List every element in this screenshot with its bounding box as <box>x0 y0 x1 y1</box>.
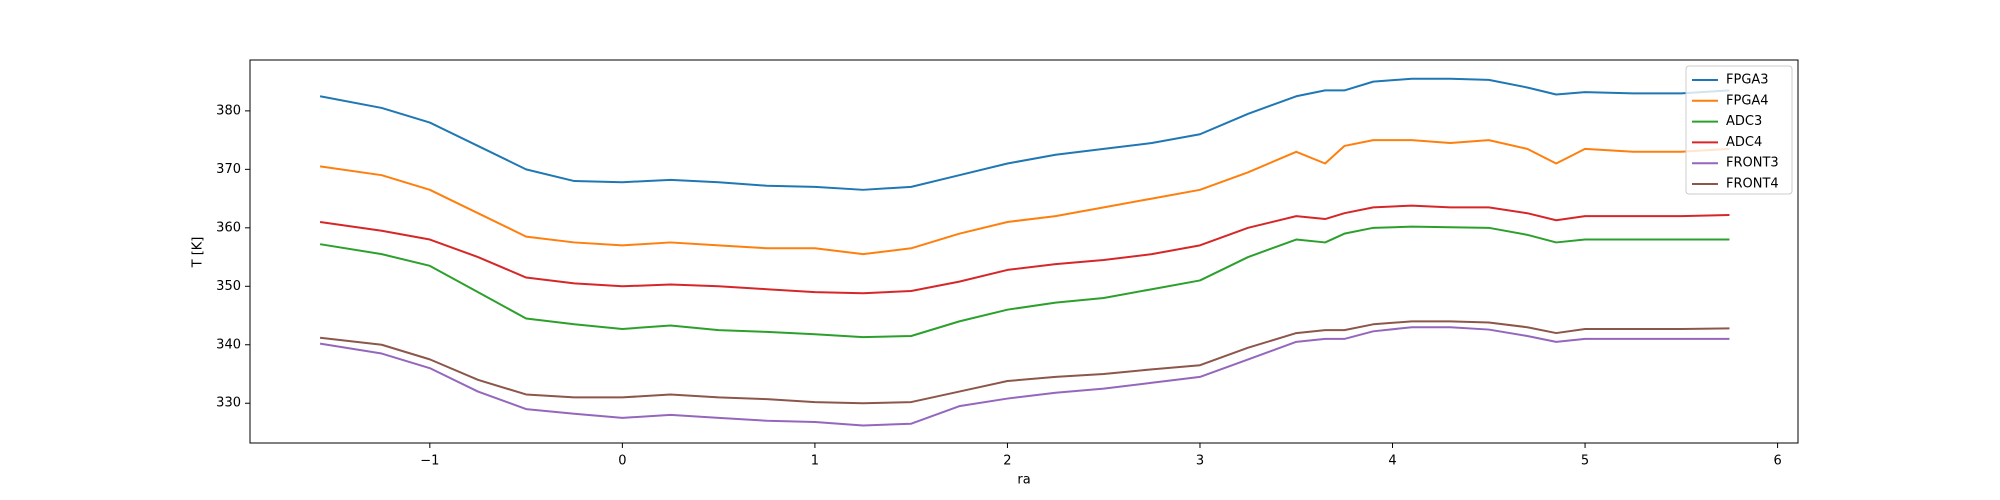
x-tick-label: 6 <box>1773 454 1781 469</box>
y-tick-label: 370 <box>216 162 241 177</box>
series-line <box>319 139 1730 256</box>
legend-label: ADC3 <box>1726 114 1762 129</box>
y-tick-label: 330 <box>216 396 241 411</box>
legend-box <box>1685 65 1793 195</box>
x-tick-label: 1 <box>811 454 819 469</box>
legend-label: FRONT3 <box>1726 156 1779 171</box>
legend-label: FPGA3 <box>1726 73 1769 88</box>
x-tick-label: 0 <box>618 454 626 469</box>
x-tick-label: 5 <box>1581 454 1589 469</box>
x-tick-label: 4 <box>1388 454 1396 469</box>
plot-frame <box>249 59 1799 444</box>
series-line <box>319 225 1730 339</box>
x-axis-label: ra <box>1017 473 1030 488</box>
series-line <box>319 320 1730 405</box>
x-tick-label: 2 <box>1003 454 1011 469</box>
legend-label: FRONT4 <box>1726 177 1779 192</box>
y-tick-label: 360 <box>216 220 241 235</box>
y-tick-label: 350 <box>216 279 241 294</box>
y-tick-label: 380 <box>216 103 241 118</box>
legend-label: FPGA4 <box>1726 93 1769 108</box>
series-line <box>319 204 1730 295</box>
series-line <box>319 77 1730 191</box>
series-line <box>319 326 1730 427</box>
y-axis-label: T [K] <box>191 237 206 269</box>
y-tick-label: 340 <box>216 337 241 352</box>
x-tick-label: −1 <box>420 454 439 469</box>
legend: FPGA3 FPGA4 ADC3 ADC4 FRONT3 FRONT4 <box>1685 65 1793 195</box>
x-tick-label: 3 <box>1196 454 1204 469</box>
legend-label: ADC4 <box>1726 135 1762 150</box>
